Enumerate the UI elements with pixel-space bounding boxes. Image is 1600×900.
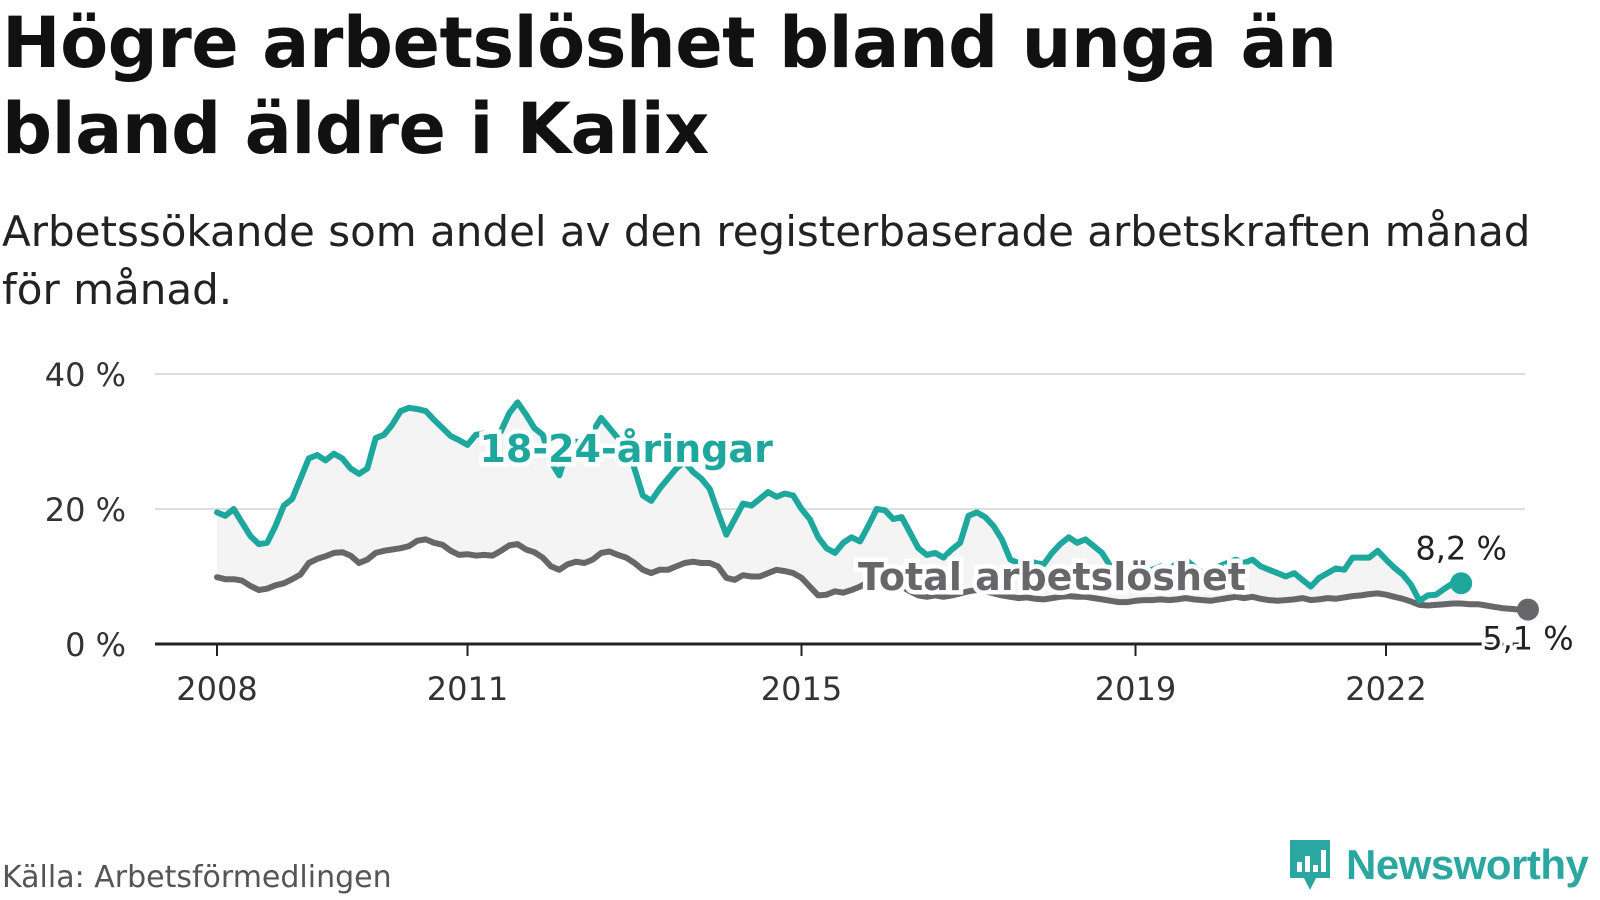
youth-line — [214, 399, 1465, 604]
x-tick-label: 2015 — [761, 670, 842, 708]
total-series-label: Total arbetslöshet — [858, 555, 1246, 599]
y-tick-label: 20 % — [45, 491, 126, 529]
chart-title: Högre arbetslöshet bland unga än bland ä… — [2, 2, 1337, 170]
total-end-marker — [1516, 598, 1539, 621]
x-tick-label: 2022 — [1345, 670, 1426, 708]
total-end-label: 5,1 % — [1482, 620, 1573, 658]
youth-end-marker — [1450, 572, 1473, 595]
x-axis: 2008 2011 2015 2019 2022 — [155, 642, 1525, 708]
newsworthy-logo: Newsworthy — [1288, 838, 1589, 892]
x-tick-label: 2019 — [1095, 670, 1176, 708]
source-note: Källa: Arbetsförmedlingen — [2, 860, 392, 895]
brand-name: Newsworthy — [1346, 841, 1589, 888]
series-labels: 5,1 % 8,2 % 18-24-åringar Total arbetslöshe… — [475, 422, 1577, 660]
x-tick-label: 2008 — [176, 670, 257, 708]
chart-subtitle: Arbetssökande som andel av den registerb… — [2, 207, 1531, 314]
newsworthy-logo-icon — [1290, 840, 1330, 890]
youth-end-label: 8,2 % — [1415, 529, 1506, 567]
y-tick-label: 0 % — [65, 626, 126, 664]
youth-series-label: 18-24-åringar — [479, 427, 773, 471]
difference-band-area — [217, 402, 1462, 606]
total-line — [214, 536, 1531, 613]
y-tick-label: 40 % — [45, 356, 126, 394]
difference-band — [217, 402, 1462, 606]
x-tick-label: 2011 — [427, 670, 508, 708]
line-chart: 0 % 20 % 40 % 2008 2011 2015 2019 2022 5,1 % 8,… — [45, 356, 1577, 708]
series-lines — [214, 399, 1539, 621]
